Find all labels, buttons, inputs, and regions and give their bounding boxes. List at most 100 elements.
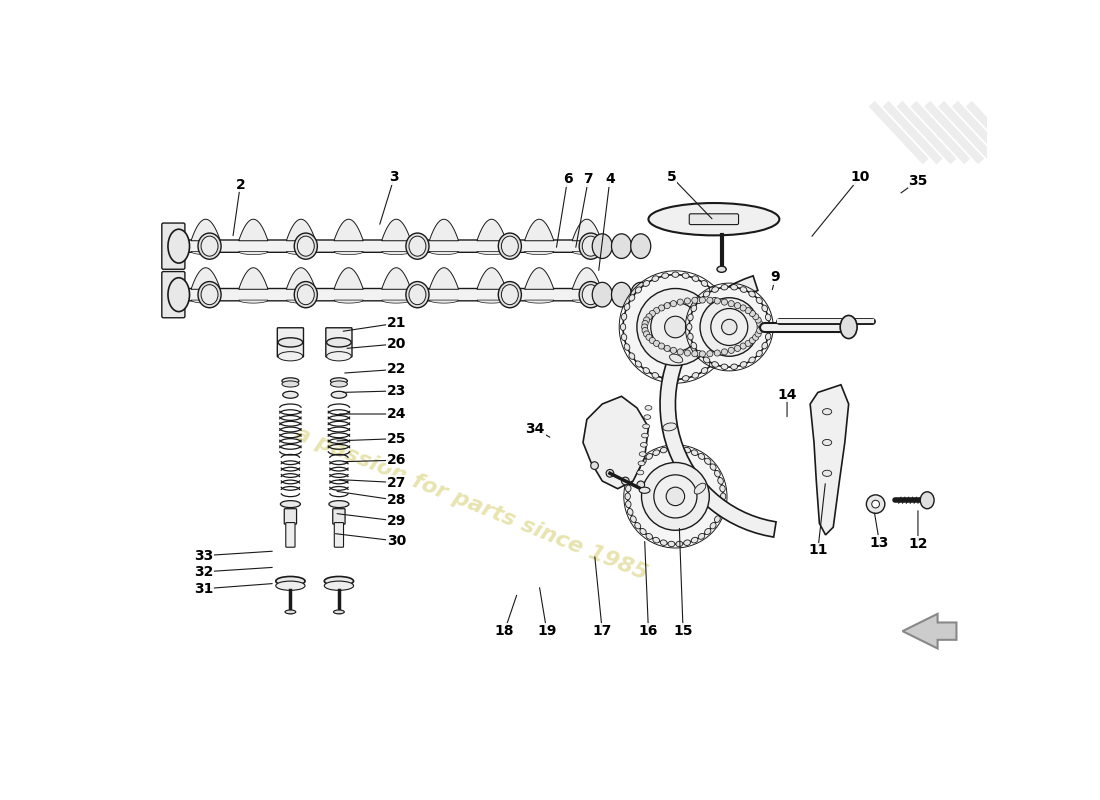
Ellipse shape (715, 516, 720, 522)
Circle shape (641, 462, 710, 530)
Polygon shape (525, 251, 553, 254)
Ellipse shape (330, 378, 348, 384)
Ellipse shape (668, 446, 675, 451)
Ellipse shape (710, 287, 715, 293)
Circle shape (659, 343, 664, 349)
Circle shape (642, 321, 648, 326)
Circle shape (749, 338, 756, 343)
Circle shape (678, 349, 683, 355)
Circle shape (867, 495, 884, 514)
Ellipse shape (636, 361, 641, 367)
Ellipse shape (198, 233, 221, 259)
Ellipse shape (648, 203, 779, 235)
Ellipse shape (717, 266, 726, 272)
Ellipse shape (635, 522, 640, 529)
Polygon shape (239, 300, 268, 303)
Circle shape (684, 350, 691, 356)
Polygon shape (525, 300, 553, 303)
Circle shape (664, 346, 670, 351)
Ellipse shape (749, 357, 756, 363)
Ellipse shape (670, 354, 683, 363)
Text: 5: 5 (667, 170, 676, 184)
Ellipse shape (621, 334, 627, 341)
Circle shape (755, 331, 761, 337)
Ellipse shape (642, 424, 650, 429)
Circle shape (667, 487, 684, 506)
Ellipse shape (406, 282, 429, 308)
Ellipse shape (716, 353, 722, 359)
Ellipse shape (498, 233, 521, 259)
Circle shape (653, 307, 660, 314)
Ellipse shape (662, 376, 669, 381)
Ellipse shape (644, 367, 650, 374)
Ellipse shape (627, 509, 632, 515)
Ellipse shape (629, 294, 635, 301)
Ellipse shape (921, 492, 934, 509)
Text: 33: 33 (194, 549, 213, 562)
Polygon shape (286, 300, 316, 303)
Polygon shape (429, 251, 459, 254)
Ellipse shape (630, 516, 636, 522)
Polygon shape (334, 219, 363, 241)
Ellipse shape (703, 291, 710, 297)
Circle shape (684, 298, 691, 304)
Ellipse shape (730, 285, 738, 290)
Ellipse shape (278, 338, 303, 347)
Ellipse shape (715, 470, 720, 477)
Polygon shape (239, 268, 268, 290)
Polygon shape (810, 385, 849, 535)
Ellipse shape (652, 276, 659, 282)
Text: 34: 34 (526, 422, 544, 436)
FancyBboxPatch shape (277, 328, 304, 357)
Circle shape (670, 301, 676, 306)
Ellipse shape (710, 361, 715, 367)
Polygon shape (583, 396, 649, 489)
Ellipse shape (635, 464, 640, 470)
Circle shape (722, 319, 737, 334)
Polygon shape (191, 251, 220, 254)
Ellipse shape (691, 538, 697, 543)
Circle shape (757, 321, 762, 326)
Ellipse shape (280, 501, 300, 507)
Ellipse shape (502, 285, 518, 305)
Ellipse shape (406, 233, 429, 259)
Ellipse shape (644, 281, 650, 286)
Circle shape (644, 317, 650, 323)
Ellipse shape (711, 464, 716, 470)
Text: 28: 28 (387, 494, 406, 507)
Ellipse shape (329, 501, 349, 507)
Circle shape (707, 298, 713, 303)
Ellipse shape (724, 334, 729, 341)
Circle shape (642, 327, 648, 334)
Circle shape (700, 298, 759, 356)
Ellipse shape (282, 381, 299, 387)
Ellipse shape (646, 454, 652, 459)
Ellipse shape (630, 282, 651, 307)
Circle shape (628, 449, 723, 544)
Polygon shape (239, 219, 268, 241)
Ellipse shape (716, 294, 722, 301)
Ellipse shape (297, 236, 315, 256)
Ellipse shape (283, 391, 298, 398)
Circle shape (714, 350, 720, 356)
Ellipse shape (653, 538, 660, 543)
Ellipse shape (823, 409, 832, 414)
Ellipse shape (701, 281, 707, 286)
Ellipse shape (675, 446, 683, 451)
Circle shape (745, 307, 751, 314)
Circle shape (722, 299, 727, 305)
Polygon shape (382, 268, 411, 290)
Ellipse shape (767, 323, 772, 330)
Ellipse shape (705, 458, 711, 464)
Circle shape (664, 302, 670, 309)
Circle shape (649, 338, 656, 343)
Ellipse shape (672, 377, 679, 382)
Circle shape (646, 314, 652, 320)
Ellipse shape (703, 357, 710, 363)
Text: 14: 14 (778, 388, 796, 402)
Text: 11: 11 (808, 543, 827, 558)
Ellipse shape (168, 230, 189, 263)
Circle shape (649, 310, 656, 317)
Ellipse shape (675, 542, 683, 546)
Text: 20: 20 (387, 337, 406, 351)
